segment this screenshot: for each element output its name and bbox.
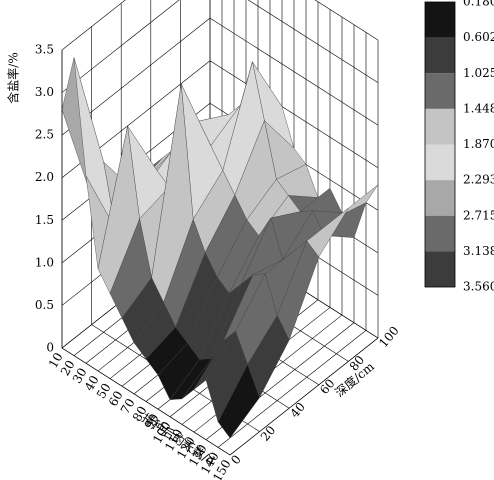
colorbar-label: 0.6025 bbox=[463, 30, 494, 44]
y-tick-label: 20 bbox=[258, 423, 279, 444]
x-tick-label: 70 bbox=[118, 396, 138, 416]
z-tick-label: 3.5 bbox=[35, 43, 54, 57]
z-tick-label: 0.5 bbox=[35, 298, 54, 312]
colorbar-label: 2.293 bbox=[463, 173, 494, 187]
z-tick-label: 1.0 bbox=[35, 255, 54, 269]
x-tick-label: 90 bbox=[142, 411, 162, 431]
z-tick-label: 1.5 bbox=[35, 213, 54, 227]
grid-line bbox=[61, 0, 126, 51]
grid-line bbox=[217, 330, 367, 448]
colorbar-label: 1.870 bbox=[463, 137, 494, 151]
grid-line bbox=[209, 60, 379, 168]
x-tick-label: 50 bbox=[94, 381, 114, 401]
z-axis-title: 含盐率/% bbox=[6, 52, 21, 103]
axis-line bbox=[229, 337, 379, 456]
colorbar-band bbox=[425, 251, 455, 287]
z-tick-label: 3.0 bbox=[35, 85, 54, 99]
colorbar-band bbox=[425, 144, 455, 181]
grid-line bbox=[247, 0, 379, 83]
y-tick-label: 60 bbox=[317, 376, 338, 397]
z-tick-label: 0 bbox=[46, 341, 54, 355]
colorbar-label: 3.560 bbox=[463, 280, 494, 294]
x-tick-label: 20 bbox=[58, 358, 78, 378]
z-tick-label: 2.0 bbox=[35, 170, 54, 184]
colorbar-band bbox=[425, 215, 455, 252]
x-tick-label: 30 bbox=[70, 366, 90, 386]
surface-patch bbox=[217, 363, 260, 439]
colorbar-label: 2.715 bbox=[463, 208, 494, 222]
x-tick-label: 60 bbox=[106, 388, 126, 408]
y-tick-label: 40 bbox=[287, 400, 308, 421]
colorbar-label: 1.025 bbox=[463, 66, 494, 80]
z-tick-label: 2.5 bbox=[35, 128, 54, 142]
grid-line bbox=[209, 17, 379, 126]
colorbar-label: 3.138 bbox=[463, 244, 494, 258]
axis-line bbox=[61, 347, 231, 456]
grid-line bbox=[61, 0, 180, 93]
colorbar-band bbox=[425, 37, 455, 74]
x-tick-label: 80 bbox=[130, 404, 150, 424]
colorbar-label: 1.448 bbox=[463, 101, 494, 115]
colorbar-band bbox=[425, 2, 455, 38]
colorbar-frame bbox=[424, 1, 456, 288]
colorbar-band bbox=[425, 180, 455, 216]
grid-line bbox=[314, 0, 379, 41]
y-tick-label: 100 bbox=[376, 324, 401, 351]
x-tick-label: 40 bbox=[82, 373, 102, 393]
x-tick-label: 10 bbox=[46, 350, 66, 370]
colorbar-band bbox=[425, 73, 455, 109]
colorbar-band bbox=[425, 108, 455, 145]
